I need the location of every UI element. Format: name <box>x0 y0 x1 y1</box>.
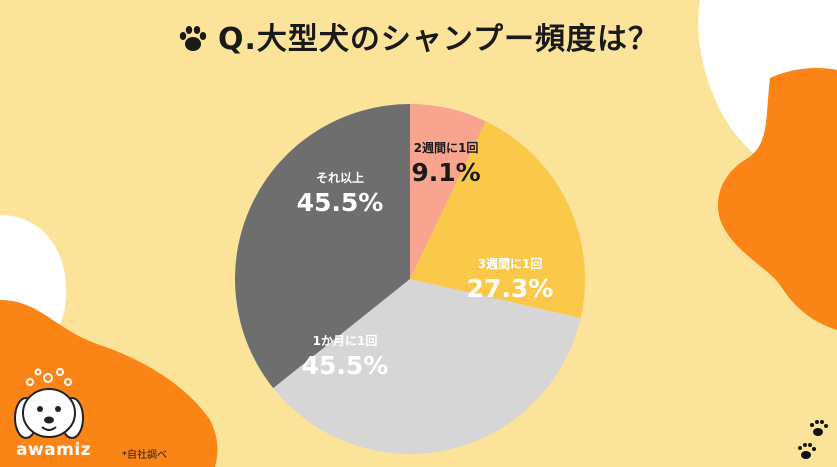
paw-icon <box>798 443 816 459</box>
chart-title: Q.大型犬のシャンプー頻度は？ <box>218 22 659 57</box>
paw-icon <box>179 26 207 51</box>
slice-value-1: 9.1% <box>411 158 480 187</box>
slice-value-3: 45.5% <box>302 351 389 380</box>
source-note: *自社調べ <box>122 450 167 461</box>
slice-label-4: それ以上 <box>316 170 364 185</box>
dog-mascot-icon <box>14 368 84 439</box>
slice-label-1: 2週間に1回 <box>414 140 479 155</box>
slice-label-2: 3週間に1回 <box>478 256 543 271</box>
pie-slice-2 <box>410 121 585 318</box>
slice-label-3: 1か月に1回 <box>313 334 378 348</box>
pie-slice-3 <box>273 279 581 454</box>
pie-chart: 2週間に1回 9.1% 3週間に1回 27.3% 1か月に1回 45.5% それ以上 45.5… <box>235 104 585 454</box>
pie-slice-1 <box>410 104 486 279</box>
pie-slice-4 <box>235 104 410 389</box>
slice-value-4: 45.5% <box>297 188 384 217</box>
brand-logo-text: awamiz <box>16 440 92 460</box>
slice-value-2: 27.3% <box>467 274 554 303</box>
paw-icon <box>810 420 828 436</box>
chart-title-row: Q.大型犬のシャンプー頻度は？ <box>0 14 837 58</box>
orange-blob-right <box>717 68 837 330</box>
